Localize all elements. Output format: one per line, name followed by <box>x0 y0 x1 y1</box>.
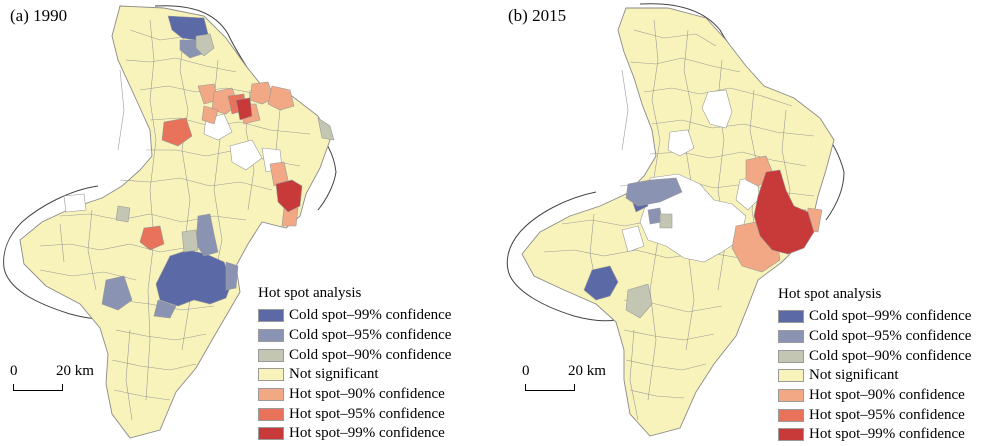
legend-item-hot-90: Hot spot–90% confidence <box>258 385 451 405</box>
legend-item-cold-95: Cold spot–95% confidence <box>258 326 451 346</box>
legend-label: Hot spot–99% confidence <box>809 426 965 443</box>
legend-swatch <box>258 427 284 441</box>
legend-swatch <box>258 309 284 323</box>
legend-swatch <box>258 348 284 362</box>
panel-title: (a) 1990 <box>10 6 68 25</box>
legend-label: Cold spot–99% confidence <box>289 307 452 324</box>
legend-label: Cold spot–90% confidence <box>289 346 452 363</box>
legend-label: Cold spot–95% confidence <box>809 328 972 345</box>
legend-item-hot-95: Hot spot–95% confidence <box>258 404 451 424</box>
map-2015 <box>506 3 845 437</box>
legend-label: Hot spot–95% confidence <box>809 406 965 423</box>
scale-start-label: 0 <box>10 363 18 379</box>
legend-item-not-significant: Not significant <box>778 366 971 386</box>
legend-swatch <box>778 408 804 422</box>
legend-swatch <box>778 330 804 344</box>
legend-title: Hot spot analysis <box>258 285 362 301</box>
legend-item-cold-99: Cold spot–99% confidence <box>258 306 451 326</box>
legend-label: Hot spot–99% confidence <box>289 425 445 442</box>
legend: Hot spot analysis Cold spot–99% confiden… <box>778 286 971 445</box>
legend-item-cold-99: Cold spot–99% confidence <box>778 307 971 327</box>
legend-swatch <box>778 310 804 324</box>
legend-item-cold-90: Cold spot–90% confidence <box>778 346 971 366</box>
scale-line <box>525 384 575 391</box>
legend-item-hot-90: Hot spot–90% confidence <box>778 386 971 406</box>
scale-end-label: 20 km <box>568 363 606 379</box>
legend-swatch <box>778 369 804 383</box>
legend-item-not-significant: Not significant <box>258 365 451 385</box>
panel-title: (b) 2015 <box>508 6 567 25</box>
legend-item-cold-90: Cold spot–90% confidence <box>258 345 451 365</box>
scale-end-label: 20 km <box>56 363 94 379</box>
map-panel-1990: (a) 1990 0 20 km Hot spot analysis Cold … <box>3 5 451 444</box>
legend-label: Hot spot–95% confidence <box>289 405 445 422</box>
scale-start-label: 0 <box>522 363 530 379</box>
legend-label: Hot spot–90% confidence <box>289 386 445 403</box>
scale-bar: 0 20 km <box>10 363 100 403</box>
scale-line <box>13 384 63 391</box>
legend-swatch <box>258 407 284 421</box>
map-panel-2015: (b) 2015 0 20 km Hot spot analysis Cold … <box>500 0 1000 446</box>
legend-item-hot-99: Hot spot–99% confidence <box>258 424 451 444</box>
legend: Hot spot analysis Cold spot–99% confiden… <box>258 285 451 444</box>
legend-swatch <box>258 329 284 343</box>
scale-bar: 0 20 km <box>522 363 612 403</box>
legend-swatch <box>258 368 284 382</box>
legend-swatch <box>258 388 284 402</box>
legend-label: Hot spot–90% confidence <box>809 387 965 404</box>
legend-label: Not significant <box>289 366 379 383</box>
map-1990 <box>3 5 337 439</box>
legend-label: Cold spot–90% confidence <box>809 347 972 364</box>
legend-item-cold-95: Cold spot–95% confidence <box>778 327 971 347</box>
legend-item-hot-99: Hot spot–99% confidence <box>778 425 971 445</box>
legend-swatch <box>778 349 804 363</box>
legend-label: Cold spot–99% confidence <box>809 308 972 325</box>
legend-label: Not significant <box>809 367 899 384</box>
legend-label: Cold spot–95% confidence <box>289 327 452 344</box>
legend-swatch <box>778 389 804 403</box>
legend-swatch <box>778 428 804 442</box>
legend-title: Hot spot analysis <box>778 286 882 302</box>
legend-item-hot-95: Hot spot–95% confidence <box>778 405 971 425</box>
